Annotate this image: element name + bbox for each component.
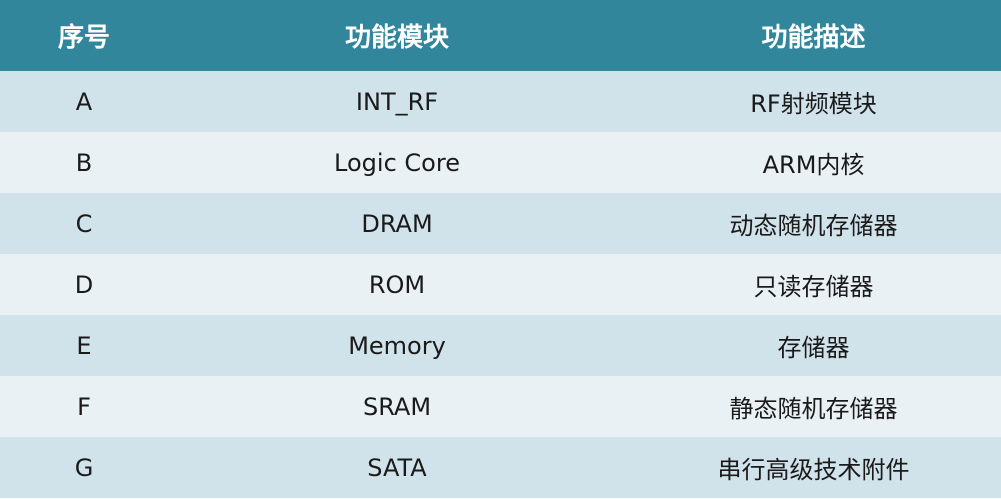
table-row: E Memory 存储器: [0, 315, 1001, 376]
cell-description: 只读存储器: [753, 273, 874, 301]
cell-id: F: [77, 392, 91, 421]
table-row: A INT_RF RF射频模块: [0, 71, 1001, 132]
cell-description: ARM内核: [762, 151, 865, 179]
cell-module: ROM: [368, 270, 426, 299]
header-description: 功能描述: [761, 23, 866, 53]
cell-description: 存储器: [777, 334, 850, 362]
cell-description: RF射频模块: [750, 90, 877, 118]
table-row: C DRAM 动态随机存储器: [0, 193, 1001, 254]
cell-module: SATA: [367, 453, 427, 482]
cell-id: D: [74, 270, 94, 299]
table-row: G SATA 串行高级技术附件: [0, 437, 1001, 498]
cell-id: C: [75, 209, 93, 238]
cell-description: 动态随机存储器: [729, 212, 898, 240]
table-row: F SRAM 静态随机存储器: [0, 376, 1001, 437]
cell-module: SRAM: [362, 392, 432, 421]
cell-description: 串行高级技术附件: [717, 456, 910, 484]
cell-module: Logic Core: [334, 148, 460, 177]
table-header: 序号 功能模块 功能描述: [0, 0, 1001, 71]
cell-description: 静态随机存储器: [729, 395, 898, 423]
cell-module: INT_RF: [355, 87, 439, 116]
table-row: D ROM 只读存储器: [0, 254, 1001, 315]
cell-id: B: [75, 148, 93, 177]
cell-module: Memory: [348, 331, 446, 360]
cell-module: DRAM: [361, 209, 433, 238]
cell-id: E: [76, 331, 92, 360]
cell-id: A: [75, 87, 93, 116]
cell-id: G: [74, 453, 94, 482]
header-module: 功能模块: [344, 23, 449, 53]
table-row: B Logic Core ARM内核: [0, 132, 1001, 193]
header-id: 序号: [57, 23, 110, 53]
